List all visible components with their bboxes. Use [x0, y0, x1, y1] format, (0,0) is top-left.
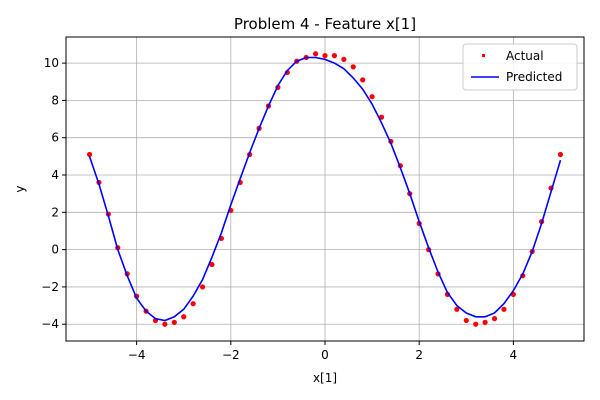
data-point-actual — [322, 53, 328, 59]
data-point-actual — [463, 317, 469, 324]
data-point-actual — [473, 321, 479, 327]
series-layer — [86, 51, 564, 327]
data-point-actual — [209, 261, 215, 268]
ticks: −4 −2 0 2 4 −4 −2 0 2 4 6 8 10 — [41, 56, 517, 362]
y-tick-label: 6 — [51, 131, 59, 145]
data-point-actual — [557, 151, 564, 158]
y-tick-label: −2 — [41, 280, 59, 294]
y-tick-label: 8 — [51, 93, 59, 107]
y-tick-label: 0 — [51, 243, 59, 257]
legend: Actual Predicted — [462, 43, 578, 91]
data-point-actual — [341, 56, 347, 62]
data-point-actual — [331, 53, 338, 59]
data-point-actual — [199, 284, 206, 290]
data-point-actual — [181, 314, 187, 320]
data-point-actual — [491, 316, 498, 322]
data-point-actual — [312, 51, 319, 57]
y-axis-label: y — [13, 185, 27, 192]
y-tick-label: 4 — [51, 168, 59, 182]
data-point-actual — [350, 64, 356, 70]
data-point-actual — [501, 306, 507, 312]
x-tick-label: 2 — [415, 348, 423, 362]
data-point-actual — [162, 321, 168, 327]
series-line-predicted — [88, 56, 562, 322]
chart-title: Problem 4 - Feature x[1] — [234, 15, 416, 33]
x-tick-label: 0 — [321, 348, 329, 362]
legend-box — [462, 43, 578, 91]
legend-marker-actual — [482, 54, 485, 57]
x-tick-label: −2 — [222, 348, 240, 362]
y-tick-label: −4 — [41, 317, 59, 331]
legend-label-actual: Actual — [506, 49, 544, 63]
data-point-actual — [454, 306, 460, 312]
legend-label-predicted: Predicted — [506, 70, 562, 84]
data-point-actual — [86, 151, 93, 158]
x-tick-label: 4 — [510, 348, 518, 362]
data-point-actual — [190, 301, 196, 307]
data-point-actual — [369, 94, 375, 100]
y-tick-label: 10 — [44, 56, 59, 70]
x-axis-label: x[1] — [313, 371, 337, 385]
data-point-actual — [482, 319, 488, 325]
data-point-actual — [360, 77, 366, 83]
data-point-actual — [171, 319, 177, 325]
x-tick-label: −4 — [128, 348, 146, 362]
y-tick-label: 2 — [51, 205, 59, 219]
